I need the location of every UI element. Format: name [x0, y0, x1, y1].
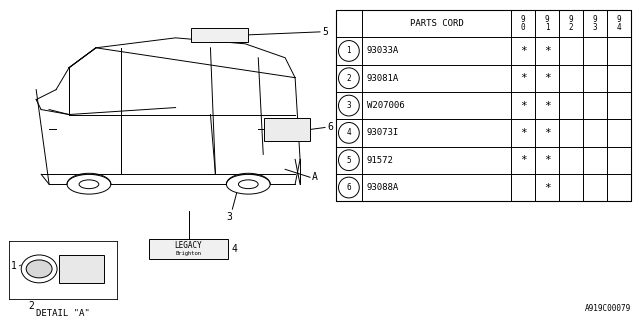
Text: *: * [544, 46, 550, 56]
Ellipse shape [227, 174, 270, 194]
Text: 5: 5 [322, 27, 328, 37]
Text: LEGACY: LEGACY [175, 242, 202, 251]
Text: *: * [544, 155, 550, 165]
Text: Brighton: Brighton [175, 252, 202, 256]
Text: W207006: W207006 [367, 101, 404, 110]
Circle shape [339, 150, 359, 171]
Text: *: * [544, 128, 550, 138]
Text: 2: 2 [28, 301, 34, 311]
Text: PARTS CORD: PARTS CORD [410, 19, 463, 28]
Text: 93033A: 93033A [367, 46, 399, 55]
Text: *: * [544, 182, 550, 193]
Text: 4: 4 [347, 128, 351, 137]
Text: 2: 2 [347, 74, 351, 83]
Ellipse shape [26, 260, 52, 278]
Circle shape [339, 68, 359, 89]
Text: 3: 3 [347, 101, 351, 110]
Text: 6: 6 [327, 123, 333, 132]
Bar [191, 28, 248, 42]
Text: *: * [520, 128, 527, 138]
Text: 5: 5 [347, 156, 351, 165]
Circle shape [339, 123, 359, 143]
Bar [336, 10, 631, 201]
Circle shape [339, 95, 359, 116]
Text: 1: 1 [12, 261, 17, 271]
Text: 9
2: 9 2 [569, 15, 573, 32]
Text: 9
1: 9 1 [545, 15, 549, 32]
Ellipse shape [239, 180, 258, 188]
Ellipse shape [21, 255, 57, 283]
Text: 9
3: 9 3 [593, 15, 597, 32]
Text: *: * [520, 155, 527, 165]
Text: 93081A: 93081A [367, 74, 399, 83]
Text: 3: 3 [227, 212, 232, 222]
Circle shape [339, 41, 359, 61]
Text: 1: 1 [347, 46, 351, 55]
Text: *: * [520, 100, 527, 111]
Text: 4: 4 [232, 244, 237, 254]
Bar [148, 239, 228, 259]
Text: 93088A: 93088A [367, 183, 399, 192]
Text: DETAIL "A": DETAIL "A" [36, 309, 90, 318]
Bar [264, 117, 310, 141]
Text: *: * [544, 73, 550, 83]
Text: 9
0: 9 0 [521, 15, 525, 32]
Text: *: * [520, 73, 527, 83]
Text: 9
4: 9 4 [616, 15, 621, 32]
Text: *: * [544, 100, 550, 111]
Text: 6: 6 [347, 183, 351, 192]
Circle shape [339, 177, 359, 198]
Text: 93073I: 93073I [367, 128, 399, 137]
Ellipse shape [79, 180, 99, 188]
Text: A: A [312, 172, 318, 182]
Ellipse shape [67, 174, 111, 194]
Text: A919C00079: A919C00079 [584, 304, 631, 313]
Text: 91572: 91572 [367, 156, 394, 165]
Text: *: * [520, 46, 527, 56]
Bar [59, 255, 104, 283]
